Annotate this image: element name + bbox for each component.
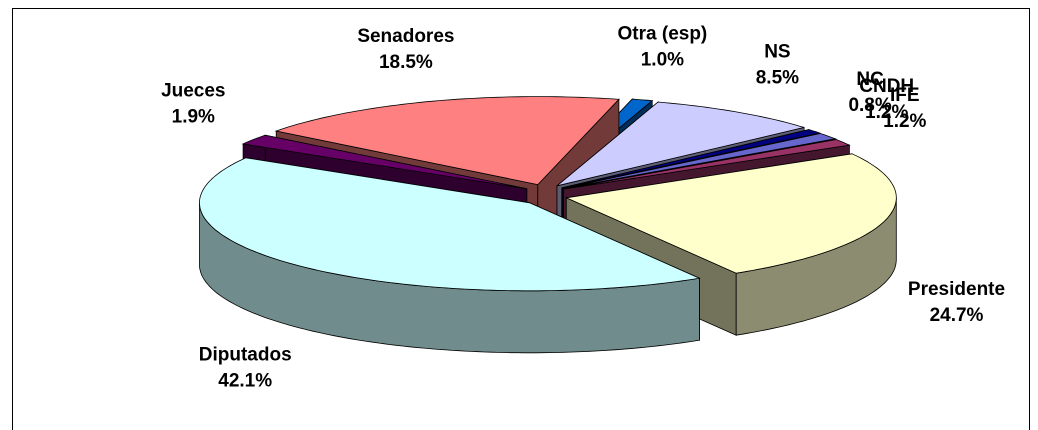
category-label: CNDH bbox=[859, 76, 914, 97]
value-label: 1.2% bbox=[865, 102, 908, 123]
slice bbox=[274, 96, 620, 186]
value-label: 18.5% bbox=[379, 52, 433, 73]
category-label: Presidente bbox=[908, 279, 1005, 300]
slice bbox=[563, 139, 851, 190]
labels: Presidente 24.7% Diputados 42.1% Jueces 1.9% S… bbox=[161, 24, 1005, 392]
slice bbox=[199, 157, 701, 292]
value-label: 8.5% bbox=[756, 67, 799, 88]
category-label: Otra (esp) bbox=[618, 24, 708, 45]
pie bbox=[199, 96, 897, 354]
category-label: Jueces bbox=[161, 81, 225, 102]
value-label: 1.2% bbox=[883, 111, 926, 132]
category-label: NS bbox=[764, 41, 790, 62]
slice bbox=[562, 133, 837, 189]
value-label: 0.8% bbox=[848, 95, 891, 116]
category-label: IFE bbox=[890, 85, 920, 106]
slice bbox=[561, 129, 822, 189]
category-label: NC bbox=[856, 69, 884, 90]
value-label: 24.7% bbox=[930, 305, 984, 326]
slice bbox=[564, 153, 897, 274]
slice bbox=[556, 101, 805, 187]
slice bbox=[241, 134, 527, 190]
category-label: Senadores bbox=[357, 26, 454, 47]
value-label: 1.0% bbox=[641, 50, 684, 71]
value-label: 42.1% bbox=[218, 370, 272, 391]
category-label: Diputados bbox=[199, 344, 292, 365]
value-label: 1.9% bbox=[172, 107, 215, 128]
